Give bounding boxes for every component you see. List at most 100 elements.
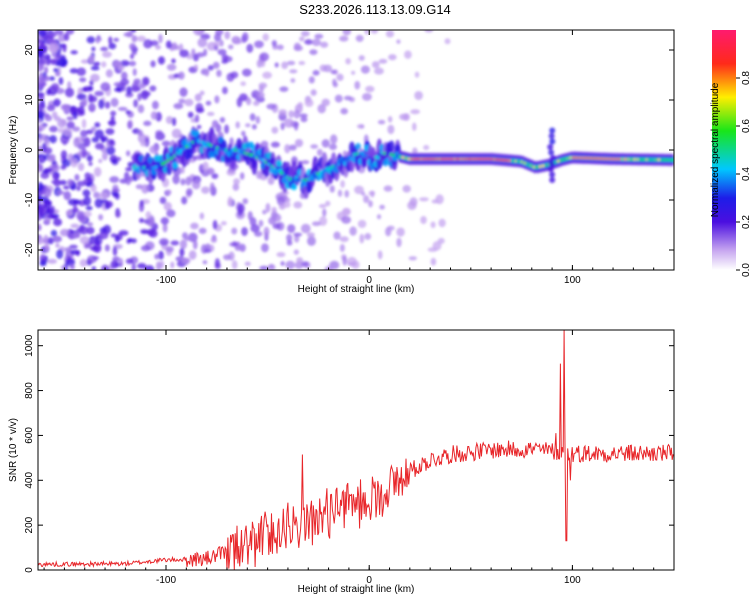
heatmap-cell [143,120,152,127]
heatmap-cell [47,214,57,219]
heatmap-cell [231,260,238,270]
heatmap-cell [111,188,120,193]
heatmap-cell [320,41,329,48]
heatmap-cell [171,58,176,64]
heatmap-cell [396,227,405,237]
heatmap-cell [376,214,382,220]
heatmap-cell [155,44,161,50]
heatmap-cell [549,138,556,145]
x-tick-label: 0 [366,575,372,586]
heatmap-cell [363,195,370,204]
heatmap-cell [171,128,182,139]
heatmap-cell [357,219,367,229]
heatmap-cell [46,155,56,163]
heatmap-cell [233,178,241,185]
colorbar-tick-label: 0.2 [741,215,750,229]
heatmap-cell [275,159,282,168]
heatmap-cell [301,160,310,165]
heatmap-cell [244,261,251,267]
heatmap-cell [76,67,87,76]
heatmap-cell [404,50,412,59]
heatmap-cell [247,211,253,221]
heatmap-cell [334,94,343,103]
heatmap-cell [151,100,159,110]
heatmap-cell [76,185,81,191]
heatmap-cell [114,87,122,92]
heatmap-cell [196,124,202,129]
heatmap-cell [84,243,92,249]
heatmap-cell [93,191,100,199]
heatmap-cell [82,189,91,197]
heatmap-cell [300,116,308,123]
heatmap-cell [94,198,104,209]
heatmap-cell [165,246,174,253]
heatmap-cell [358,55,365,61]
heatmap-cell [72,111,78,120]
heatmap-cell [69,263,75,270]
heatmap-cell [342,150,347,157]
heatmap-cell [42,169,50,174]
heatmap-cell [69,68,79,74]
heatmap-cell [345,58,351,65]
heatmap-cell [53,30,64,35]
heatmap-cell [266,103,277,110]
heatmap-cell [108,140,116,147]
heatmap-cell [179,239,188,250]
heatmap-cell [105,146,116,155]
heatmap-cell [55,242,60,248]
heatmap-cell [81,118,87,129]
y-tick-label: 0 [24,567,35,573]
heatmap-cell [100,264,110,270]
heatmap-cell [271,40,277,47]
heatmap-cell [39,260,47,267]
heatmap-cell [157,56,166,65]
heatmap-cell [129,43,137,50]
heatmap-cell [360,124,365,129]
heatmap-cell [274,62,279,68]
heatmap-cell [63,191,72,201]
heatmap-cell [108,42,117,50]
heatmap-cell [249,113,256,121]
heatmap-cell [109,176,120,183]
heatmap-cell [224,31,231,40]
heatmap-cell [69,244,78,249]
heatmap-cell [314,33,324,39]
heatmap-cell [170,240,180,246]
heatmap-cell [127,120,133,130]
heatmap-cell [232,183,240,191]
heatmap-cell [312,70,320,76]
heatmap-cell [337,189,343,197]
heatmap-cell [38,138,43,144]
heatmap-cell [38,93,45,102]
heatmap-cell [217,48,227,56]
y-tick-label: 600 [24,427,35,444]
heatmap-cell [123,32,134,37]
heatmap-cell [350,70,356,75]
heatmap-cell [370,190,375,198]
heatmap-cell [126,86,133,95]
heatmap-cell [388,54,397,61]
heatmap-cell [110,97,119,108]
heatmap-cell [408,256,417,261]
heatmap-cell [364,233,372,240]
heatmap-cell [161,140,171,147]
heatmap-cell [77,162,85,172]
heatmap-cell [51,83,60,91]
colorbar-ticks: 0.0 0.2 0.4 0.6 0.8 [736,71,750,277]
colorbar-tick-label: 0.0 [741,263,750,277]
heatmap-cell [239,172,245,180]
heatmap-cell [92,61,101,66]
heatmap-cell [98,214,104,221]
heatmap-cell [299,36,305,42]
heatmap-cell [226,169,236,176]
heatmap-cell [272,223,281,230]
heatmap-cell [105,128,115,135]
heatmap-cell [137,263,147,269]
heatmap-cell [94,37,102,42]
heatmap-cell [56,249,64,260]
heatmap-cell [293,121,299,131]
heatmap-cell [136,35,146,42]
heatmap-cell [98,158,103,164]
